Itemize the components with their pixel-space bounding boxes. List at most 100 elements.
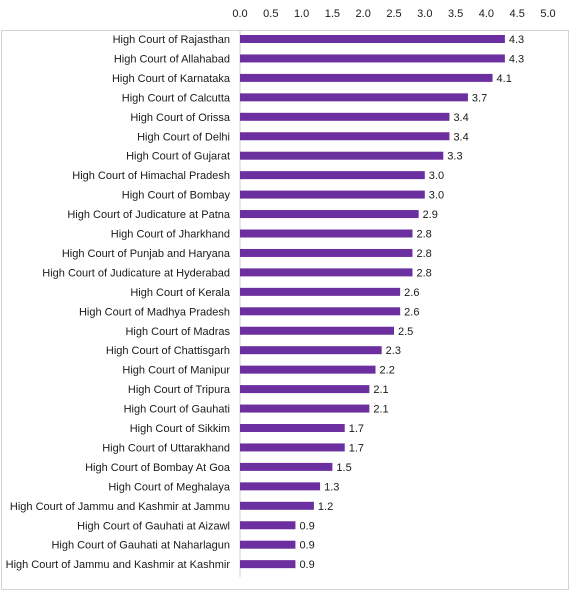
bar: [240, 521, 296, 530]
x-tick-label: 1.0: [294, 8, 309, 20]
bar: [240, 268, 413, 277]
bar: [240, 210, 419, 219]
category-label: High Court of Jammu and Kashmir at Jammu: [10, 501, 230, 513]
x-tick-label: 3.0: [417, 8, 432, 20]
data-label: 1.7: [349, 442, 364, 454]
category-label: High Court of Karnataka: [112, 73, 231, 85]
bar: [240, 404, 370, 413]
bar: [240, 443, 345, 452]
data-label: 4.3: [509, 34, 524, 46]
x-tick-label: 0.0: [232, 8, 247, 20]
data-label: 3.4: [453, 131, 468, 143]
data-label: 2.3: [386, 345, 401, 357]
x-tick-label: 4.0: [479, 8, 494, 20]
category-label: High Court of Judicature at Hyderabad: [42, 267, 230, 279]
bar: [240, 229, 413, 238]
data-label: 2.5: [398, 326, 413, 338]
data-labels: 4.34.34.13.73.43.43.33.03.02.92.82.82.82…: [299, 34, 524, 571]
data-label: 0.9: [299, 559, 314, 571]
category-label: High Court of Kerala: [130, 287, 231, 299]
data-label: 3.3: [447, 151, 462, 163]
data-label: 2.8: [416, 267, 431, 279]
data-label: 2.1: [373, 384, 388, 396]
category-label: High Court of Gauhati: [124, 404, 230, 416]
category-label: High Court of Calcutta: [122, 92, 231, 104]
bar: [240, 248, 413, 257]
category-labels: High Court of Rajasthan High Court of All…: [6, 34, 231, 571]
bar: [240, 112, 450, 121]
category-label: High Court of Bombay: [122, 190, 231, 202]
category-label: High Court of Jharkhand: [111, 229, 230, 241]
x-tick-label: 2.0: [356, 8, 371, 20]
bar: [240, 385, 370, 394]
category-label: High Court of Madras: [125, 326, 230, 338]
bar: [240, 287, 401, 296]
bar: [240, 346, 382, 355]
x-tick-label: 3.5: [448, 8, 463, 20]
bar: [240, 93, 468, 102]
bar: [240, 424, 345, 432]
category-label: High Court of Himachal Pradesh: [72, 170, 230, 182]
x-axis-ticks: 0.0 0.5 1.0 1.5 2.0 2.5 3.0 3.5 4.0 4.5 5.0: [232, 8, 555, 20]
data-label: 2.6: [404, 306, 419, 318]
category-label: High Court of Allahabad: [114, 53, 230, 65]
bar: [240, 326, 394, 335]
category-label: High Court of Delhi: [137, 131, 230, 143]
data-label: 2.6: [404, 287, 419, 299]
x-tick-label: 2.5: [386, 8, 401, 20]
category-label: High Court of Bombay At Goa: [85, 462, 231, 474]
data-label: 3.7: [472, 92, 487, 104]
bar: [240, 540, 296, 549]
category-label: High Court of Gujarat: [126, 151, 230, 163]
data-label: 1.2: [318, 501, 333, 513]
data-label: 2.8: [416, 248, 431, 260]
data-label: 3.0: [429, 190, 444, 202]
category-label: High Court of Gauhati at Aizawl: [77, 520, 230, 532]
bar: [240, 151, 444, 160]
data-label: 1.5: [336, 462, 351, 474]
data-label: 3.4: [453, 112, 468, 124]
data-label: 0.9: [299, 520, 314, 532]
data-label: 1.3: [324, 481, 339, 493]
data-label: 3.0: [429, 170, 444, 182]
data-label: 2.8: [416, 229, 431, 241]
data-label: 2.1: [373, 404, 388, 416]
bar: [240, 54, 505, 63]
category-label: High Court of Gauhati at Naharlagun: [51, 540, 230, 552]
category-label: High Court of Sikkim: [130, 423, 230, 435]
bar: [240, 462, 333, 471]
category-label: High Court of Tripura: [128, 384, 231, 396]
x-tick-label: 0.5: [263, 8, 278, 20]
bar: [240, 171, 425, 180]
bar: [240, 73, 493, 82]
category-label: High Court of Manipur: [122, 365, 230, 377]
category-label: High Court of Meghalaya: [108, 481, 231, 493]
bar: [240, 501, 314, 510]
category-label: High Court of Punjab and Haryana: [62, 248, 231, 260]
bar: [240, 307, 401, 316]
plot-border: [1, 30, 569, 590]
data-label: 1.7: [349, 423, 364, 435]
bar: [240, 132, 450, 141]
data-label: 0.9: [299, 540, 314, 552]
bar: [240, 35, 505, 43]
category-label: High Court of Uttarakhand: [102, 442, 230, 454]
category-label: High Court of Rajasthan: [113, 34, 230, 46]
category-label: High Court of Jammu and Kashmir at Kashm…: [6, 559, 231, 571]
bar: [240, 365, 376, 374]
x-tick-label: 1.5: [325, 8, 340, 20]
category-label: High Court of Orissa: [130, 112, 231, 124]
category-label: High Court of Chattisgarh: [106, 345, 230, 357]
plot-area-border: [1, 30, 569, 590]
data-label: 4.1: [497, 73, 512, 85]
x-tick-label: 4.5: [510, 8, 525, 20]
bar: [240, 190, 425, 199]
data-label: 4.3: [509, 53, 524, 65]
category-label: High Court of Madhya Pradesh: [79, 306, 230, 318]
bars-group: [240, 35, 505, 569]
x-tick-label: 5.0: [540, 8, 555, 20]
bar: [240, 482, 321, 491]
category-label: High Court of Judicature at Patna: [67, 209, 231, 221]
data-label: 2.9: [423, 209, 438, 221]
